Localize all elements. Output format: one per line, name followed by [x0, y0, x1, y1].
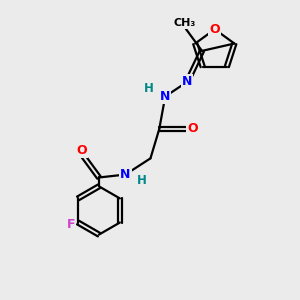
Text: O: O	[209, 23, 220, 36]
Text: N: N	[182, 75, 193, 88]
Text: O: O	[76, 144, 87, 157]
Text: H: H	[137, 174, 147, 187]
Text: H: H	[144, 82, 154, 95]
Text: N: N	[120, 168, 130, 181]
Text: CH₃: CH₃	[173, 19, 195, 28]
Text: O: O	[187, 122, 198, 135]
Text: N: N	[160, 90, 170, 103]
Text: F: F	[66, 218, 75, 230]
